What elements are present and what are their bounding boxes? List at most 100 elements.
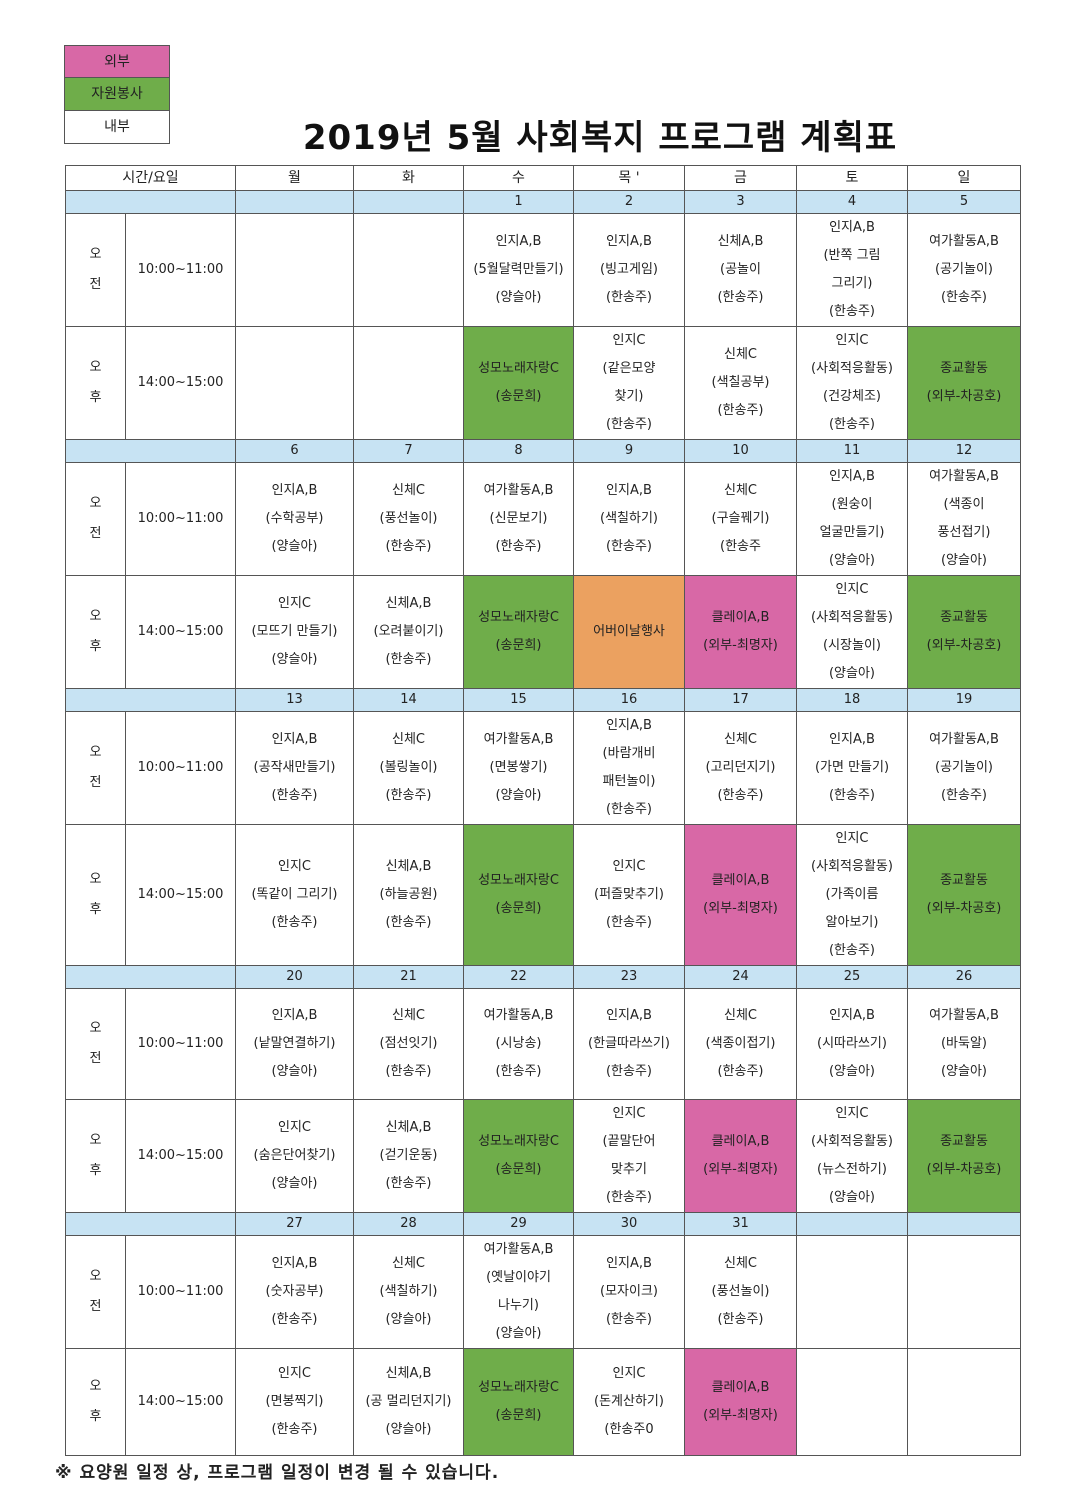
program-line: 인지A,B	[606, 1008, 652, 1023]
program-line: 신체A,B	[385, 1120, 432, 1135]
program-line: 인지C	[612, 1106, 646, 1121]
program-line: 종교활동	[940, 873, 988, 888]
program-line: (면봉찍기)	[265, 1394, 324, 1409]
program-cell-tue: 신체A,B (하늘공원) (한송주)	[353, 824, 464, 966]
program-cell-fri: 신체C (고리던지기) (한송주)	[684, 711, 797, 825]
date-cell-mon: 6	[235, 439, 354, 463]
program-line: 성모노래자랑C	[478, 610, 559, 625]
program-cell-thu: 어버이날행사	[573, 575, 685, 689]
program-cell-sat	[796, 1235, 908, 1349]
date-cell-wed: 22	[463, 965, 574, 989]
date-cell-tue: 21	[353, 965, 464, 989]
program-line: (점선잇기)	[379, 1036, 438, 1051]
program-line: (한송주)	[385, 539, 432, 554]
program-line: (양슬아)	[940, 1064, 988, 1079]
program-line: (양슬아)	[271, 1064, 318, 1079]
program-line: (양슬아)	[828, 666, 876, 681]
program-line: (한송주)	[605, 1190, 653, 1205]
program-line: (색칠하기)	[600, 511, 658, 526]
am-label-char: 오	[89, 745, 102, 760]
program-cell-thu: 인지A,B (한글따라쓰기) (한송주)	[573, 988, 685, 1100]
program-line: (구슬꿰기)	[711, 511, 770, 526]
program-line: 맞추기	[611, 1162, 647, 1177]
program-line: (한송주	[720, 539, 761, 554]
am-label-char: 전	[89, 277, 102, 292]
header-sun: 일	[907, 165, 1021, 191]
program-line: (고리던지기)	[705, 760, 776, 775]
program-line: 신체C	[392, 483, 425, 498]
program-line: 여가활동A,B	[929, 234, 999, 249]
program-line: 신체C	[724, 1256, 757, 1271]
program-line: 찾기)	[614, 389, 644, 404]
program-line: (공 멀리던지기)	[365, 1394, 452, 1409]
legend-external: 외부	[64, 45, 170, 78]
program-line: (시따라쓰기)	[817, 1036, 887, 1051]
program-cell-fri: 클레이A,B (외부-최명자)	[684, 575, 797, 689]
program-line: (낱말연결하기)	[253, 1036, 336, 1051]
program-line: (송문희)	[495, 1162, 542, 1177]
program-line: 여가활동A,B	[483, 483, 554, 498]
program-line: 인지A,B	[271, 732, 318, 747]
program-line: (똑같이 그리기)	[251, 887, 338, 902]
program-cell-mon: 인지A,B (공작새만들기) (한송주)	[235, 711, 354, 825]
program-cell-tue: 신체C (색칠하기) (양슬아)	[353, 1235, 464, 1349]
program-line: 풍선접기)	[937, 525, 991, 540]
program-line: (한송주)	[385, 1176, 432, 1191]
program-cell-sun: 여가활동A,B (공기놀이) (한송주)	[907, 711, 1021, 825]
program-line: 인지A,B	[606, 718, 652, 733]
program-cell-wed: 여가활동A,B (신문보기) (한송주)	[463, 462, 574, 576]
program-cell-fri: 신체C (색종이접기) (한송주)	[684, 988, 797, 1100]
date-cell-fri: 17	[684, 688, 797, 712]
program-line: (건강체조)	[823, 389, 881, 404]
program-cell-mon: 인지C (똑같이 그리기) (한송주)	[235, 824, 354, 966]
program-cell-sun: 종교활동 (외부-차공호)	[907, 824, 1021, 966]
date-cell-thu: 9	[573, 439, 685, 463]
program-cell-sun: 종교활동 (외부-차공호)	[907, 575, 1021, 689]
date-cell-sat: 25	[796, 965, 908, 989]
time-range: 10:00~11:00	[125, 711, 236, 825]
program-line: (양슬아)	[385, 1422, 432, 1437]
program-line: (시낭송)	[495, 1036, 542, 1051]
date-row-blank	[65, 1212, 236, 1236]
header-mon: 월	[235, 165, 354, 191]
pm-row: 오 후 14:00~15:00 인지C (숨은단어찾기) (양슬아) 신체A,B (걷기운동)…	[65, 1099, 1021, 1213]
program-cell-thu: 인지C (퍼즐맞추기) (한송주)	[573, 824, 685, 966]
program-line: (색칠하기)	[379, 1284, 438, 1299]
program-cell-tue	[353, 213, 464, 327]
program-line: (퍼즐맞추기)	[594, 887, 664, 902]
program-line: (반쪽 그림	[823, 248, 881, 263]
program-line: (양슬아)	[495, 1326, 542, 1341]
program-line: (한송주)	[828, 304, 876, 319]
date-cell-tue: 7	[353, 439, 464, 463]
date-cell-sun: 5	[907, 190, 1021, 214]
program-line: 인지A,B	[271, 1256, 318, 1271]
time-range: 10:00~11:00	[125, 1235, 236, 1349]
program-cell-sun: 여가활동A,B (색종이 풍선접기) (양슬아)	[907, 462, 1021, 576]
program-line: (같은모양	[602, 361, 656, 376]
program-line: (원숭이	[831, 497, 873, 512]
program-line: (시장놀이)	[823, 638, 881, 653]
program-cell-sat: 인지A,B (반쪽 그림 그리기) (한송주)	[796, 213, 908, 327]
program-cell-wed: 성모노래자랑C (송문희)	[463, 824, 574, 966]
date-cell-mon: 13	[235, 688, 354, 712]
program-line: (양슬아)	[495, 788, 542, 803]
pm-label-char: 오	[89, 1379, 102, 1394]
program-cell-tue: 신체C (풍선놀이) (한송주)	[353, 462, 464, 576]
program-line: (옛날이야기	[486, 1270, 551, 1285]
program-line: (외부-최명자)	[703, 1162, 778, 1177]
program-line: (한송주)	[385, 652, 432, 667]
program-cell-fri: 클레이A,B (외부-최명자)	[684, 824, 797, 966]
program-cell-sun	[907, 1235, 1021, 1349]
program-cell-tue: 신체A,B (오려붙이기) (한송주)	[353, 575, 464, 689]
am-row: 오 전 10:00~11:00 인지A,B (숫자공부) (한송주) 신체C (색칠하기) (양…	[65, 1235, 1021, 1349]
program-line: (한글따라쓰기)	[588, 1036, 670, 1051]
program-line: 종교활동	[940, 1134, 988, 1149]
program-cell-wed: 인지A,B (5월달력만들기) (양슬아)	[463, 213, 574, 327]
program-line: (한송주)	[495, 1064, 542, 1079]
header-row: 시간/요일 월 화 수 목 ' 금 토 일	[65, 165, 1021, 191]
program-line: (한송주)	[271, 788, 318, 803]
program-line: (한송주)	[940, 290, 988, 305]
